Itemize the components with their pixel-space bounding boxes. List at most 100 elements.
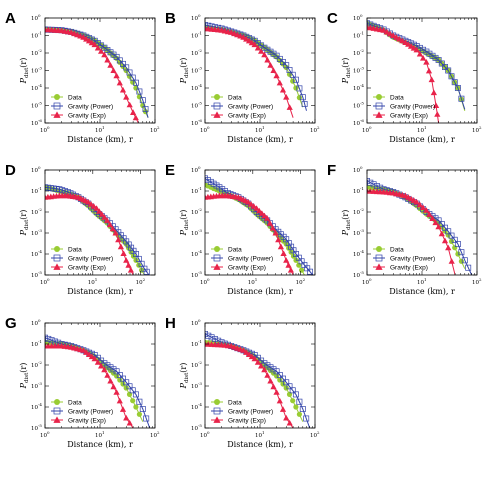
data-point <box>258 362 265 369</box>
x-tick-label: 101 <box>255 430 265 439</box>
data-point <box>136 398 143 405</box>
data-point <box>247 201 255 207</box>
legend-entry: Data <box>68 399 82 406</box>
data-point <box>283 257 290 263</box>
data-point <box>53 416 61 423</box>
data-point <box>101 366 108 373</box>
data-point <box>130 398 136 404</box>
y-tick-label: 100 <box>31 318 41 327</box>
data-point <box>107 364 114 371</box>
legend-entry: Data <box>228 399 242 406</box>
data-point <box>375 102 383 110</box>
data-point <box>116 397 123 404</box>
data-point <box>264 46 271 53</box>
panel-f: F 100 101 102 10-5 10-4 10-3 10-2 10-1 100 Distanc… <box>327 162 482 296</box>
data-point <box>256 207 263 214</box>
data-point <box>267 364 274 371</box>
data-point <box>290 78 296 84</box>
data-point <box>432 102 440 108</box>
x-tick-label: 100 <box>362 277 372 286</box>
data-point <box>139 406 146 412</box>
data-point <box>107 377 114 384</box>
data-point <box>104 217 111 223</box>
legend-entry: Gravity (Exp) <box>228 264 266 271</box>
data-point <box>123 379 130 386</box>
data-point <box>290 398 296 404</box>
data-point <box>132 391 139 398</box>
data-point <box>283 414 290 421</box>
y-tick-label: 10-5 <box>31 101 42 110</box>
data-point <box>251 355 258 362</box>
data-point <box>205 25 209 31</box>
legend: Data Gravity (Power) Gravity (Exp) <box>373 246 435 271</box>
data-point <box>88 353 95 360</box>
legend: Data Gravity (Power) Gravity (Exp) <box>211 246 273 271</box>
data-point <box>205 175 208 182</box>
data-point <box>243 349 250 355</box>
legend-entry: Gravity (Exp) <box>390 112 428 119</box>
y-tick-label: 100 <box>31 165 41 174</box>
y-axis-label: Pdist(r) <box>179 58 190 85</box>
y-tick-label: 10-2 <box>191 48 202 57</box>
data-point <box>383 28 390 35</box>
data-point <box>448 232 455 239</box>
y-tick-label: 10-5 <box>191 270 202 279</box>
data-point <box>438 221 445 227</box>
data-point <box>116 79 123 86</box>
data-point <box>454 85 461 91</box>
data-point <box>205 331 208 337</box>
y-tick-label: 100 <box>191 165 201 174</box>
data-point <box>280 375 286 382</box>
data-point <box>91 355 98 362</box>
series-gravity-exp <box>367 187 456 275</box>
y-tick-label: 10-1 <box>31 31 42 40</box>
data-point <box>393 34 400 40</box>
y-tick-label: 10-2 <box>353 207 364 216</box>
data-point <box>85 198 92 205</box>
data-point <box>132 114 139 121</box>
y-tick-label: 10-5 <box>353 270 364 279</box>
data-point <box>276 79 283 86</box>
y-axis-label: Pdist(r) <box>19 210 30 237</box>
data-point <box>272 229 279 236</box>
y-tick-label: 100 <box>31 13 41 22</box>
data-point <box>123 64 130 71</box>
data-point <box>101 360 108 367</box>
data-point <box>270 383 277 390</box>
data-point <box>113 389 120 395</box>
legend-entry: Gravity (Power) <box>68 255 113 262</box>
y-axis-label: Pdist(r) <box>179 363 190 390</box>
legend-entry: Gravity (Power) <box>228 103 273 110</box>
data-point <box>293 85 299 91</box>
series-gravity-exp <box>205 25 294 118</box>
x-axis-label: Distance (km), r <box>67 287 133 296</box>
data-point <box>98 48 105 54</box>
data-point <box>455 251 461 257</box>
panel-a: A 100 101 102 10-6 10-5 10-4 10-3 10-2 10-1 100 Dis… <box>5 10 160 144</box>
legend-entry: Data <box>390 94 404 101</box>
y-tick-label: 10-2 <box>353 48 364 57</box>
data-point <box>461 257 468 264</box>
data-point <box>367 20 370 27</box>
data-point <box>279 406 287 412</box>
data-point <box>139 97 146 104</box>
data-point <box>54 246 60 252</box>
data-point <box>451 236 458 243</box>
data-point <box>261 360 268 367</box>
series-gravity-exp <box>205 192 294 275</box>
y-tick-label: 10-3 <box>31 228 42 237</box>
y-tick-label: 10-4 <box>31 402 42 411</box>
data-point <box>276 397 283 404</box>
data-point <box>454 241 461 247</box>
y-tick-label: 10-5 <box>353 101 364 110</box>
x-tick-label: 101 <box>417 277 427 286</box>
data-point <box>413 46 420 53</box>
data-point <box>299 406 306 412</box>
data-point <box>113 368 120 375</box>
data-point <box>275 236 282 243</box>
data-point <box>94 359 101 365</box>
x-axis-label: Distance (km), r <box>389 135 455 144</box>
data-point <box>465 264 472 271</box>
data-point <box>448 258 455 264</box>
data-point <box>245 198 252 205</box>
